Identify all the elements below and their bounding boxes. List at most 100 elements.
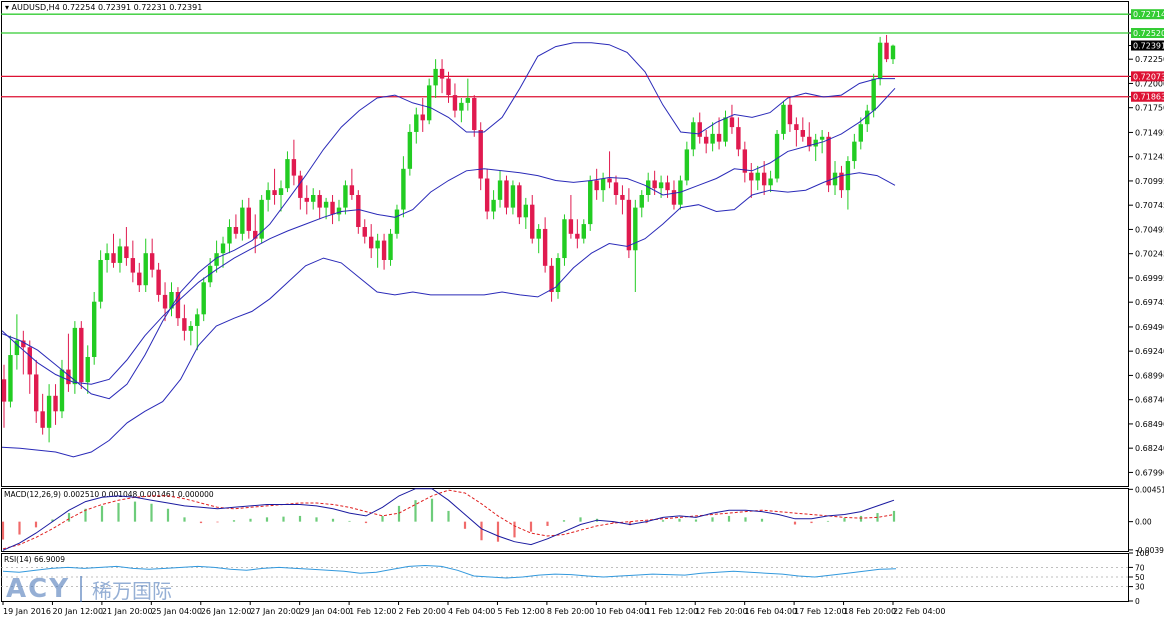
- candle-body-bear: [175, 292, 181, 319]
- candle-body-bear: [787, 104, 793, 125]
- candle-body-bull: [465, 98, 471, 103]
- candle-body-bull: [858, 124, 863, 142]
- rsi-ytick-label: 50: [1135, 573, 1145, 582]
- candle-body-bull: [497, 180, 503, 200]
- candle-body-bull: [143, 253, 148, 286]
- candle-body-bear: [652, 180, 657, 189]
- bollinger-middle-line: [1, 87, 896, 385]
- candle-body-bull: [536, 228, 541, 239]
- x-tick-label: 18 Feb 20:00: [844, 607, 896, 616]
- candle-body-bear: [800, 130, 806, 137]
- candle-body-bear: [484, 178, 490, 212]
- level-tag-label: 0.72520: [1133, 29, 1164, 38]
- candle-body-bull: [214, 253, 219, 266]
- candle-body-bear: [472, 98, 477, 131]
- candle-body-bull: [195, 314, 200, 326]
- candle-body-bull: [639, 195, 644, 208]
- x-tick-label: 5 Feb 12:00: [497, 607, 544, 616]
- candle-body-bear: [549, 265, 554, 292]
- candle-body-bear: [111, 253, 116, 263]
- candle-body-bear: [452, 95, 458, 111]
- candle-body-bear: [137, 272, 142, 286]
- candle-body-bull: [220, 243, 226, 254]
- candle-body-bull: [581, 224, 586, 239]
- watermark-brand: ACY: [6, 574, 71, 604]
- candle-body-bear: [53, 395, 58, 412]
- candle-body-bull: [865, 110, 870, 125]
- watermark: ACY 稀万国际: [6, 574, 172, 604]
- candle-body-bear: [613, 182, 619, 195]
- x-tick-label: 17 Feb 12:00: [794, 607, 846, 616]
- candle-body-bull: [755, 172, 760, 181]
- candle-body-bear: [291, 159, 297, 176]
- candle-body-bull: [774, 133, 780, 179]
- candle-body-bull: [852, 141, 857, 162]
- candle-body-bear: [517, 185, 522, 218]
- x-tick-label: 10 Feb 04:00: [596, 607, 648, 616]
- candle-body-bear: [182, 318, 187, 331]
- candle-body-bull: [781, 104, 786, 134]
- price-ytick-label: 0.70245: [1135, 250, 1164, 259]
- candle-body-bear: [162, 294, 168, 309]
- candle-body-bull: [394, 209, 400, 234]
- candle-body-bear: [330, 201, 335, 215]
- candle-body-bear: [716, 133, 722, 142]
- candle-body-bull: [890, 45, 896, 60]
- level-tag: [1131, 91, 1164, 102]
- rsi-ytick-label: 0: [1135, 597, 1140, 606]
- macd-signal-line: [2, 489, 895, 550]
- candle-body-bear: [749, 172, 754, 181]
- candle-body-bull: [59, 369, 65, 412]
- candle-body-bull: [85, 356, 90, 383]
- candle-body-bear: [742, 149, 748, 173]
- x-tick-label: 27 Jan 20:00: [250, 607, 301, 616]
- candle-body-bull: [491, 199, 496, 212]
- macd-ytick-label: 0.004515: [1135, 485, 1164, 494]
- candle-body-bull: [433, 68, 438, 86]
- macd-panel-frame: [1, 488, 1129, 552]
- candle-body-bull: [832, 172, 838, 186]
- candle-body-bull: [871, 78, 876, 111]
- macd-ytick-label: 0.00: [1135, 518, 1152, 527]
- candle-body-bull: [46, 395, 52, 428]
- candle-body-bear: [826, 136, 831, 186]
- candle-body-bull: [323, 201, 329, 208]
- price-ytick-label: 0.70995: [1135, 177, 1164, 186]
- price-ytick-label: 0.69995: [1135, 274, 1164, 283]
- level-tag-label: 0.71863: [1133, 93, 1164, 102]
- candle-body-bull: [388, 233, 393, 260]
- candle-body-bear: [703, 136, 709, 144]
- candle-body-bear: [542, 228, 548, 266]
- candle-body-bull: [845, 161, 851, 191]
- candle-body-bull: [401, 168, 406, 210]
- candle-body-bull: [285, 159, 290, 189]
- candle-body-bear: [839, 172, 844, 191]
- price-ytick-label: 0.70745: [1135, 201, 1164, 210]
- candle-body-bear: [807, 136, 812, 147]
- candle-body-bull: [877, 42, 883, 79]
- last-price-tag: [1131, 40, 1164, 51]
- candle-body-bull: [813, 139, 818, 147]
- candle-body-bull: [259, 199, 264, 239]
- candle-body-bear: [530, 204, 535, 239]
- candle-body-bull: [510, 185, 516, 208]
- candle-body-bear: [304, 197, 309, 202]
- candle-body-bear: [272, 190, 277, 195]
- x-tick-label: 12 Feb 20:00: [695, 607, 747, 616]
- candle-body-bull: [343, 185, 348, 208]
- candle-body-bear: [794, 124, 799, 131]
- candle-body-bear: [130, 258, 136, 273]
- candle-body-bear: [253, 230, 258, 239]
- candle-body-bull: [414, 114, 419, 132]
- candle-body-bull: [633, 207, 638, 251]
- macd-ytick-label: -0.003945: [1135, 546, 1164, 555]
- candle-body-bull: [523, 204, 529, 218]
- candle-body-bear: [607, 178, 612, 183]
- candle-body-bull: [768, 178, 773, 186]
